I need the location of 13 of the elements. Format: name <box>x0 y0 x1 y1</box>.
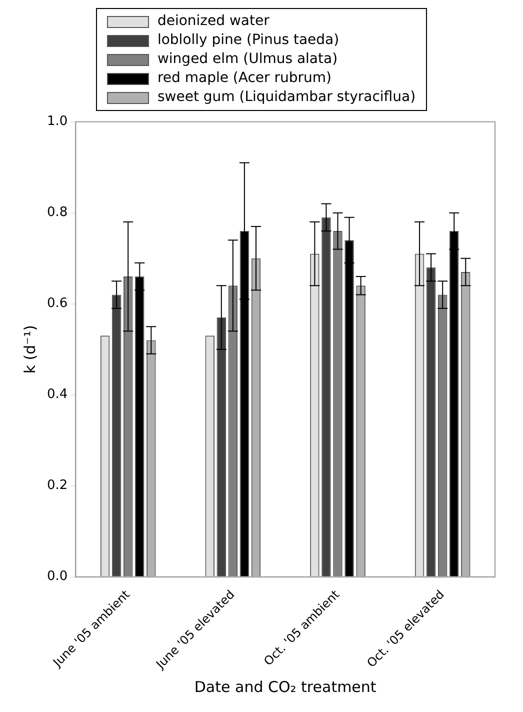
legend-label: loblolly pine (Pinus taeda) <box>157 31 340 50</box>
y-tick-label: 1.0 <box>46 114 68 130</box>
x-axis-title: Date and CO₂ treatment <box>194 678 376 696</box>
legend-label: sweet gum (Liquidambar styraciflua) <box>157 88 416 107</box>
legend-label: deionized water <box>157 12 270 31</box>
legend-label: winged elm (Ulmus alata) <box>157 50 338 69</box>
legend-label: red maple (Acer rubrum) <box>157 69 332 88</box>
y-tick-label: 0.4 <box>46 387 68 402</box>
y-tick-label: 0.2 <box>46 478 68 494</box>
y-axis-title: k (d⁻¹) <box>20 325 39 374</box>
y-tick-label: 0.0 <box>46 569 68 584</box>
y-tick-label: 0.6 <box>46 296 68 312</box>
y-tick-label: 0.8 <box>46 205 68 220</box>
